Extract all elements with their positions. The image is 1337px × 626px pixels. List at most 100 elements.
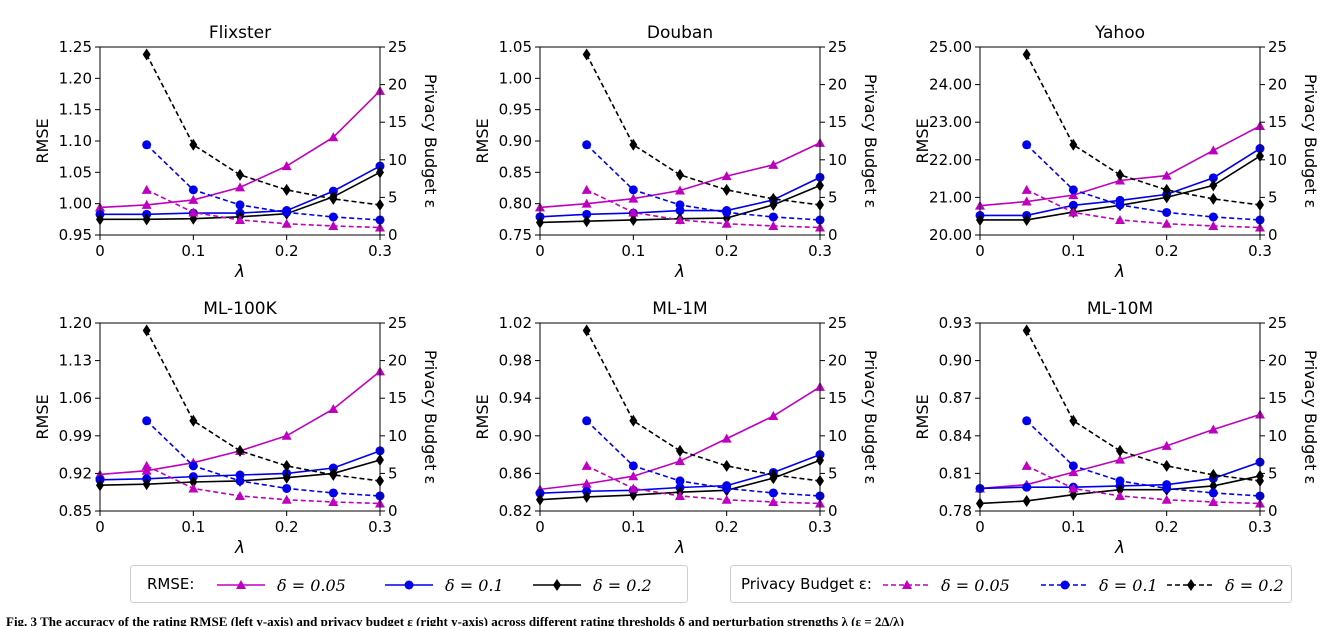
privacy-point-1-1 (581, 460, 592, 470)
privacy-line-1 (1026, 189, 1261, 229)
y-tick-label: 1.10 (59, 132, 92, 150)
rmse-point-1-2 (581, 198, 592, 208)
privacy-point-3-5 (329, 192, 338, 205)
y2-tick-label: 5 (828, 464, 838, 482)
privacy-point-2-5 (328, 488, 338, 498)
privacy-point-2-5 (1208, 212, 1218, 222)
y2-tick-label: 5 (1268, 188, 1278, 206)
y-tick-label: 0.90 (499, 427, 532, 445)
y2-tick-label: 0 (388, 502, 398, 520)
rmse-point-3-4 (1116, 483, 1124, 496)
rmse-point-1-5 (281, 430, 292, 440)
privacy-point-1-4 (281, 218, 292, 228)
y-axis-label: RMSE (33, 394, 52, 439)
y-tick-label: 1.00 (499, 69, 532, 87)
legend-rmse-swatch-3 (533, 579, 581, 591)
chart-title: Flixster (209, 23, 271, 43)
privacy-point-2-4 (282, 207, 292, 217)
y-axis-label: RMSE (913, 394, 932, 439)
y-tick-label: 0.93 (939, 314, 972, 332)
privacy-point-2-3 (235, 200, 245, 210)
privacy-point-2-4 (1162, 207, 1172, 217)
privacy-point-3-1 (142, 48, 151, 61)
y-tick-label: 0.99 (59, 427, 92, 445)
privacy-point-2-5 (768, 488, 778, 498)
chart-panel-6: 0 0.1 0.2 0.3 0.78 0.81 0.84 0.87 0.90 0.93 0 5 10 15… (913, 299, 1320, 558)
privacy-point-3-4 (722, 459, 731, 472)
y-tick-label: 0.85 (499, 163, 532, 181)
y-tick-label: 0.82 (499, 502, 532, 520)
privacy-point-3-2 (189, 138, 198, 151)
y2-tick-label: 0 (388, 226, 398, 244)
privacy-point-2-4 (282, 483, 292, 493)
privacy-point-1-3 (675, 214, 685, 224)
x-axis-label: λ (1114, 262, 1125, 282)
privacy-point-2-3 (1115, 200, 1125, 210)
y-tick-label: 1.02 (499, 314, 532, 332)
x-axis-label: λ (674, 538, 685, 558)
privacy-line-3 (145, 330, 381, 482)
y2-tick-label: 15 (828, 113, 847, 131)
privacy-point-3-4 (722, 183, 731, 196)
rmse-point-1-5 (721, 171, 732, 181)
x-tick-label: 0.2 (1155, 518, 1179, 536)
legend-privacy-entry-2: δ = 0.1 (1037, 568, 1167, 602)
rmse-point-1-4 (235, 182, 245, 192)
y-tick-label: 0.92 (59, 464, 92, 482)
privacy-line-2 (146, 144, 381, 221)
chart-title: ML-10M (1087, 299, 1153, 319)
privacy-point-1-5 (328, 220, 339, 230)
privacy-point-2-5 (768, 212, 778, 222)
legend-rmse-swatch-1 (217, 580, 265, 589)
privacy-point-1-2 (1068, 207, 1079, 217)
y2-tick-label: 5 (388, 464, 398, 482)
x-tick-label: 0.1 (1061, 518, 1085, 536)
chart-panel-2: 0 0.1 0.2 0.3 0.75 0.80 0.85 0.90 0.95 1.00 1.05 0 5… (473, 23, 880, 282)
legend-rmse-entry-2: δ = 0.1 (381, 568, 531, 602)
privacy-line-1 (586, 465, 821, 505)
y-tick-label: 1.25 (59, 38, 92, 56)
rmse-point-1-3 (628, 193, 639, 203)
privacy-point-2-3 (675, 476, 685, 486)
legend-rmse-swatch-2 (385, 580, 433, 590)
y-axis-label: RMSE (913, 118, 932, 163)
x-tick-label: 0.2 (715, 518, 739, 536)
rmse-line-1 (99, 370, 381, 476)
privacy-point-2-1 (1022, 140, 1032, 150)
rmse-point-3-2 (142, 478, 151, 491)
x-tick-label: 0.1 (621, 518, 645, 536)
y2-tick-label: 25 (1268, 314, 1287, 332)
privacy-line-3 (1025, 330, 1261, 482)
y2-tick-label: 15 (388, 389, 407, 407)
rmse-point-2-2 (1022, 482, 1032, 492)
y-tick-label: 0.90 (939, 352, 972, 370)
plot-frame (979, 46, 1261, 236)
privacy-point-1-3 (675, 490, 685, 500)
y2-tick-label: 5 (388, 188, 398, 206)
privacy-point-3-5 (1209, 192, 1218, 205)
privacy-point-2-1 (142, 140, 152, 150)
legend-rmse-label-3: δ = 0.2 (593, 576, 652, 595)
rmse-point-1-2 (141, 465, 152, 475)
privacy-point-3-5 (329, 468, 338, 481)
y2-tick-label: 25 (388, 314, 407, 332)
x-axis-label: λ (1114, 538, 1125, 558)
y-tick-label: 0.98 (499, 352, 532, 370)
x-tick-label: 0.1 (181, 242, 205, 260)
y2-tick-label: 5 (1268, 464, 1278, 482)
privacy-point-1-1 (1021, 460, 1032, 470)
privacy-point-3-3 (1116, 444, 1124, 457)
y2-tick-label: 20 (828, 352, 847, 370)
privacy-point-3-4 (1162, 183, 1171, 196)
legend-rmse-entry-1: δ = 0.05 (213, 568, 373, 602)
y2-tick-label: 25 (388, 38, 407, 56)
privacy-line-2 (146, 420, 381, 497)
rmse-point-3-2 (142, 213, 151, 226)
chart-title: ML-100K (203, 299, 277, 319)
privacy-point-1-2 (188, 207, 199, 217)
legend-rmse-title: RMSE: (147, 575, 195, 593)
y-tick-label: 21.00 (929, 188, 972, 206)
x-tick-label: 0 (975, 242, 985, 260)
privacy-point-2-1 (142, 416, 152, 426)
rmse-point-1-2 (581, 478, 592, 488)
